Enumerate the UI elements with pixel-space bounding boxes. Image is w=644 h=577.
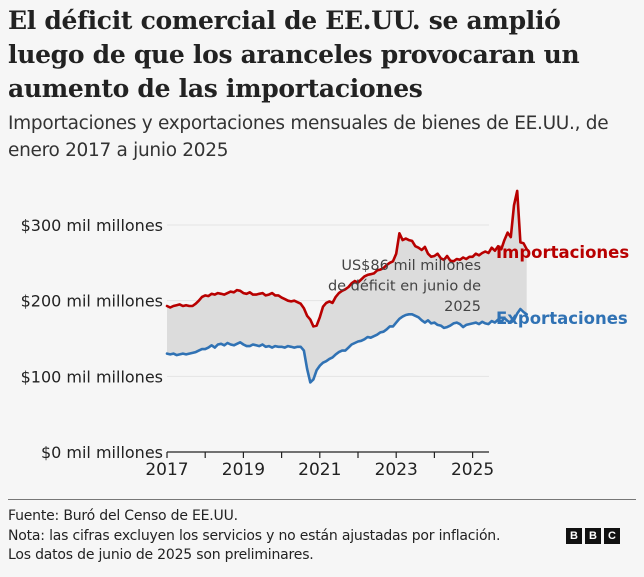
annotation-line: 2025: [444, 299, 481, 315]
x-tick-label: 2019: [222, 460, 265, 480]
x-tick-label: 2021: [298, 460, 341, 480]
footer-divider: [8, 499, 636, 500]
x-tick-label: 2017: [145, 460, 188, 480]
annotation-line: de déficit en junio de: [328, 279, 481, 295]
methodology-note: Nota: las cifras excluyen los servicios …: [8, 527, 501, 544]
annotation-line: US$86 mil millones: [341, 258, 481, 274]
bbc-logo-letter: B: [566, 528, 582, 544]
x-axis: 2017 2019 2021 2023 2025: [145, 452, 494, 480]
deficit-annotation: US$86 mil millones de déficit en junio de…: [328, 258, 481, 315]
chart-subtitle: Importaciones y exportaciones mensuales …: [8, 113, 609, 161]
y-tick-label: $200 mil millones: [21, 292, 163, 311]
series-line-exportaciones: [165, 307, 528, 384]
series-line-importaciones: [165, 189, 528, 328]
bbc-logo-letter: B: [585, 528, 601, 544]
line-chart: $0 mil millones $100 mil millones $200 mil…: [21, 189, 629, 480]
y-tick-label: $300 mil millones: [21, 216, 163, 235]
legend-importaciones: Importaciones: [496, 243, 629, 262]
y-axis: $0 mil millones $100 mil millones $200 mil…: [21, 216, 163, 462]
bbc-logo-letter: C: [604, 528, 620, 544]
preliminary-note: Los datos de junio de 2025 son prelimina…: [8, 547, 314, 563]
deficit-area: [167, 190, 527, 383]
x-tick-label: 2023: [375, 460, 418, 480]
y-tick-label: $0 mil millones: [41, 443, 163, 462]
footer: Fuente: Buró del Censo de EE.UU. Nota: l…: [8, 507, 638, 566]
bbc-logo: B B C: [566, 528, 620, 544]
chart-title: El déficit comercial de EE.UU. se amplió…: [8, 6, 580, 103]
x-tick-label: 2025: [451, 460, 494, 480]
legend-exportaciones: Exportaciones: [496, 309, 628, 328]
source-note: Fuente: Buró del Censo de EE.UU.: [8, 508, 238, 524]
y-tick-label: $100 mil millones: [21, 367, 163, 386]
